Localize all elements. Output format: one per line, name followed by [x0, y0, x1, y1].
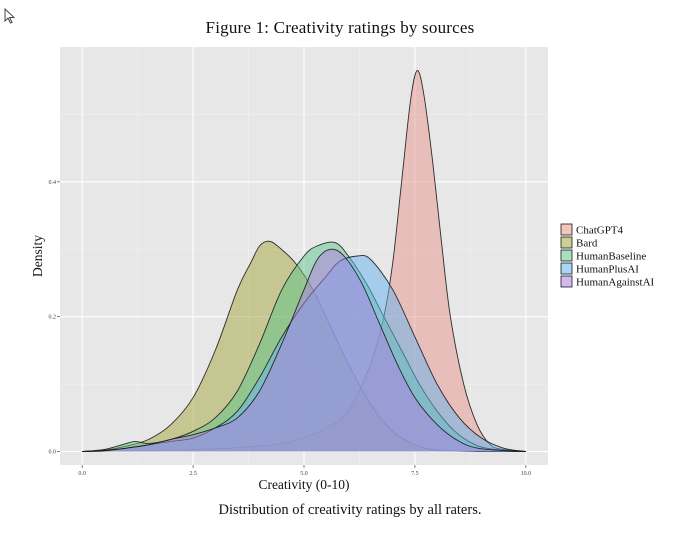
y-axis-title: Density [30, 235, 45, 277]
legend-label-humanplusai: HumanPlusAI [576, 264, 639, 276]
y-tick-label: 0.2 [49, 315, 57, 321]
density-outline-humanagainstai [82, 248, 526, 452]
axis-ticks: 0.0 2.5 5.0 7.5 10.0 0.0 0.2 0.4 [49, 180, 532, 477]
x-axis-title: Creativity (0-10) [258, 477, 349, 492]
legend: ChatGPT4BardHumanBaselineHumanPlusAIHuma… [560, 223, 655, 289]
mouse-cursor-icon [4, 8, 16, 24]
legend-label-chatgpt4: ChatGPT4 [576, 225, 624, 237]
x-tick-label: 7.5 [411, 471, 419, 477]
y-tick-label: 0.4 [49, 180, 57, 186]
figure-title: Figure 1: Creativity ratings by sources [205, 18, 475, 37]
x-tick-label: 10.0 [521, 471, 532, 477]
x-tick-label: 2.5 [189, 471, 197, 477]
density-area-humanagainstai [82, 249, 526, 452]
legend-key-humanplusai [560, 262, 573, 275]
x-tick-label: 0.0 [78, 471, 86, 477]
x-tick-label: 5.0 [300, 471, 308, 477]
legend-label-humanagainstai: HumanAgainstAI [576, 277, 655, 289]
figure-caption: Distribution of creativity ratings by al… [218, 502, 482, 518]
legend-key-humanagainstai [560, 275, 573, 288]
legend-label-bard: Bard [576, 238, 598, 250]
legend-key-humanbaseline [560, 249, 573, 262]
density-chart: 0.0 2.5 5.0 7.5 10.0 0.0 0.2 0.4 Creativity (0-… [30, 47, 655, 492]
density-areas [82, 70, 526, 452]
legend-key-bard [560, 236, 573, 249]
legend-label-humanbaseline: HumanBaseline [576, 251, 646, 263]
y-tick-label: 0.0 [49, 450, 57, 456]
legend-key-chatgpt4 [560, 223, 573, 236]
